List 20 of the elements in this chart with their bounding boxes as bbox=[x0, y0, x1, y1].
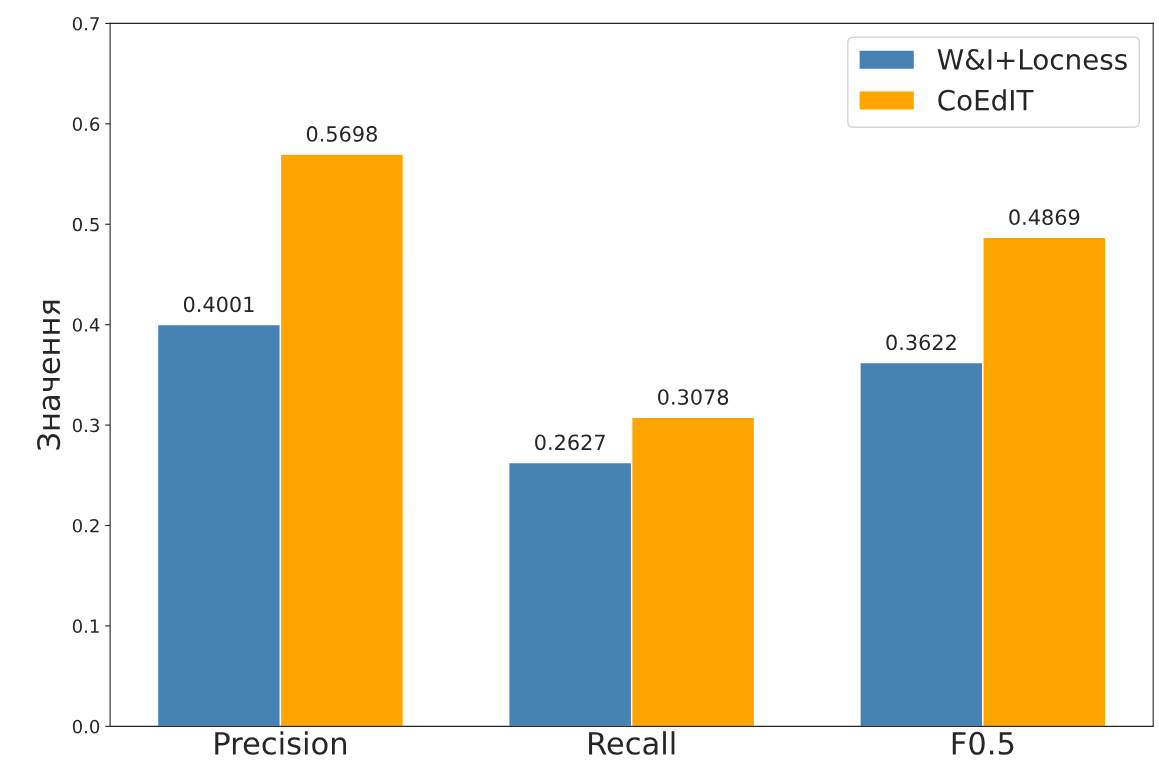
y-tick-label: 0.4 bbox=[72, 318, 100, 332]
legend-label: CoEdIT bbox=[938, 89, 1034, 111]
y-tick-label: 0.1 bbox=[72, 619, 99, 634]
y-tick-label: 0.7 bbox=[72, 16, 99, 31]
y-tick-label: 0.0 bbox=[72, 719, 100, 734]
y-tick-label: 0.2 bbox=[72, 518, 99, 533]
legend-label: W&I+Locness bbox=[937, 48, 1127, 70]
y-tick-label: 0.3 bbox=[72, 418, 99, 433]
x-tick-label: Recall bbox=[589, 731, 675, 755]
data-label: 0.3622 bbox=[886, 334, 956, 351]
y-tick-label: 0.6 bbox=[72, 117, 100, 131]
x-tick-label: Precision bbox=[215, 731, 347, 755]
x-tick-label: F0.5 bbox=[952, 731, 1014, 755]
data-label: 0.3078 bbox=[658, 389, 729, 405]
y-axis-title: Значення bbox=[37, 300, 61, 450]
data-label: 0.2627 bbox=[535, 434, 605, 451]
y-tick-label: 0.5 bbox=[72, 217, 99, 232]
data-label: 0.4001 bbox=[183, 296, 254, 313]
data-label: 0.5698 bbox=[306, 126, 377, 142]
data-label: 0.4869 bbox=[1009, 209, 1080, 226]
